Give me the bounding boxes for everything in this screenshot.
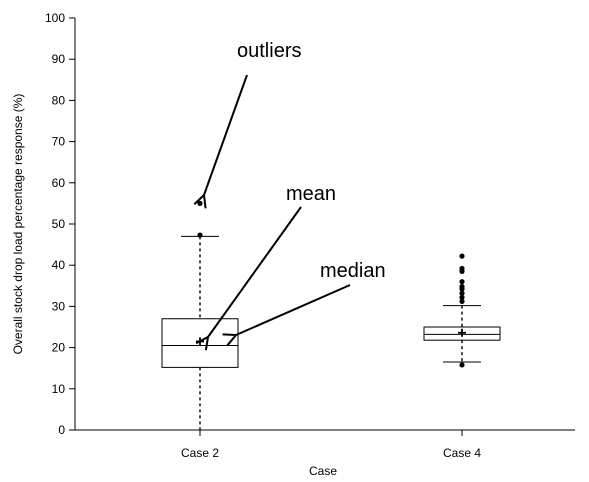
y-tick-label: 60 (52, 176, 66, 190)
axes: 0 10 20 30 40 50 60 70 80 90 100 Case 2 Case 4 (45, 11, 575, 460)
annotation-arrow-outliers (204, 74, 248, 195)
outlier-point (459, 279, 465, 285)
y-tick-label: 50 (52, 217, 66, 231)
annotation-arrow-median (236, 284, 351, 335)
x-tick-label: Case 4 (443, 446, 481, 460)
annotation-median: median (320, 260, 386, 282)
y-tick-label: 20 (52, 341, 66, 355)
y-tick-label: 100 (45, 11, 65, 25)
annotation-outliers: outliers (237, 40, 301, 62)
outlier-point (459, 290, 465, 296)
y-tick-label: 80 (52, 93, 66, 107)
boxes (161, 200, 501, 431)
outlier-point (197, 232, 203, 238)
outlier-point (459, 253, 465, 259)
y-tick-label: 30 (52, 299, 66, 313)
outlier-point (459, 265, 465, 272)
outlier-point (459, 294, 465, 300)
y-tick-label: 10 (52, 382, 66, 396)
y-axis-title: Overall stock drop load percentage respo… (11, 94, 25, 355)
box-case-2 (161, 200, 239, 431)
y-tick-label: 0 (58, 423, 65, 437)
box-case-4 (423, 253, 501, 368)
y-tick-label: 90 (52, 52, 66, 66)
annotation-arrow-mean (208, 206, 302, 337)
y-tick-label: 70 (52, 135, 66, 149)
x-tick-label: Case 2 (181, 446, 219, 460)
outlier-point (459, 298, 465, 305)
outlier-point (459, 284, 465, 290)
x-axis-title: Case (309, 464, 337, 478)
outlier-point (197, 200, 203, 206)
annotations: outliers mean median (204, 40, 386, 337)
annotation-mean: mean (286, 183, 336, 205)
y-tick-label: 40 (52, 258, 66, 272)
outlier-point (459, 362, 465, 368)
